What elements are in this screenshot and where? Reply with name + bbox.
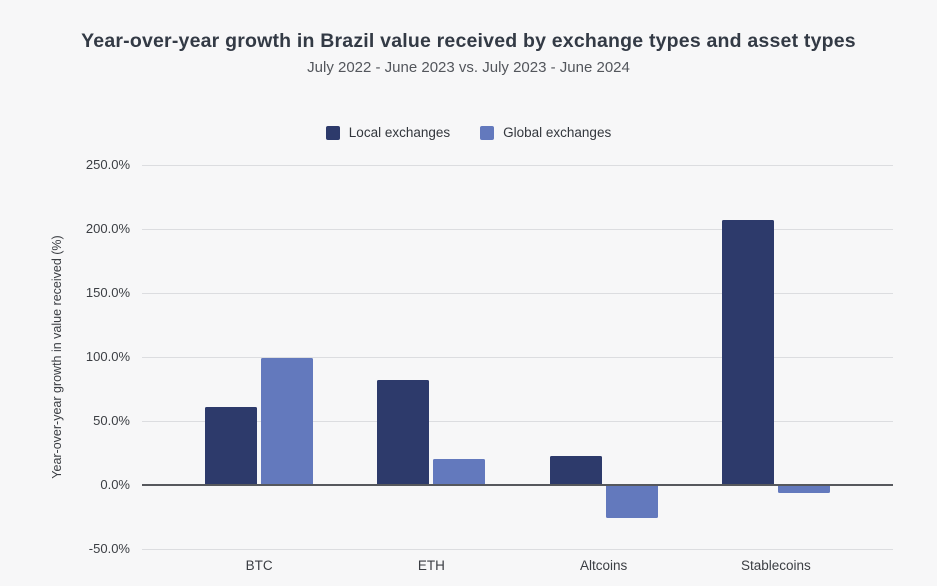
y-tick-label: 50.0%	[93, 413, 130, 428]
bar-stablecoins-local-exchanges	[721, 220, 774, 485]
gridline	[142, 356, 893, 358]
legend-item-global-exchanges: Global exchanges	[480, 125, 611, 140]
y-tick-label: 150.0%	[85, 285, 130, 300]
bar-stablecoins-global-exchanges	[777, 485, 830, 493]
bar-altcoins-global-exchanges	[605, 485, 658, 519]
legend-swatch-global-exchanges-icon	[480, 125, 495, 140]
gridline	[142, 228, 893, 230]
gridline	[142, 548, 893, 550]
bar-altcoins-local-exchanges	[549, 455, 602, 485]
legend-label-global-exchanges: Global exchanges	[503, 125, 612, 140]
y-tick-label: 250.0%	[85, 157, 130, 172]
bar-eth-local-exchanges	[377, 380, 430, 485]
gridline	[142, 164, 893, 166]
x-axis-zero-line	[142, 484, 893, 486]
y-tick-label: -50.0%	[88, 541, 130, 556]
x-tick-label: BTC	[245, 558, 273, 573]
legend: Local exchanges Global exchanges	[0, 125, 937, 140]
bar-eth-global-exchanges	[433, 459, 486, 485]
legend-swatch-local-exchanges-icon	[325, 125, 340, 140]
x-tick-label: Stablecoins	[740, 558, 811, 573]
x-tick-label: Altcoins	[579, 558, 628, 573]
bar-btc-local-exchanges	[205, 406, 258, 485]
x-tick-label: ETH	[417, 558, 445, 573]
y-tick-label: 0.0%	[100, 477, 130, 492]
bar-btc-global-exchanges	[261, 358, 314, 485]
y-tick-label: 100.0%	[85, 349, 130, 364]
gridline	[142, 292, 893, 294]
chart-title: Year-over-year growth in Brazil value re…	[81, 30, 856, 52]
legend-item-local-exchanges: Local exchanges	[325, 125, 451, 140]
chart-subtitle: July 2022 - June 2023 vs. July 2023 - Ju…	[307, 59, 630, 76]
y-tick-label: 200.0%	[85, 221, 130, 236]
gridline	[142, 420, 893, 422]
legend-label-local-exchanges: Local exchanges	[348, 125, 451, 140]
plot-area: 250.0% 200.0% 150.0% 100.0% 50.0% 0.0% -50.0% B…	[86, 157, 893, 573]
